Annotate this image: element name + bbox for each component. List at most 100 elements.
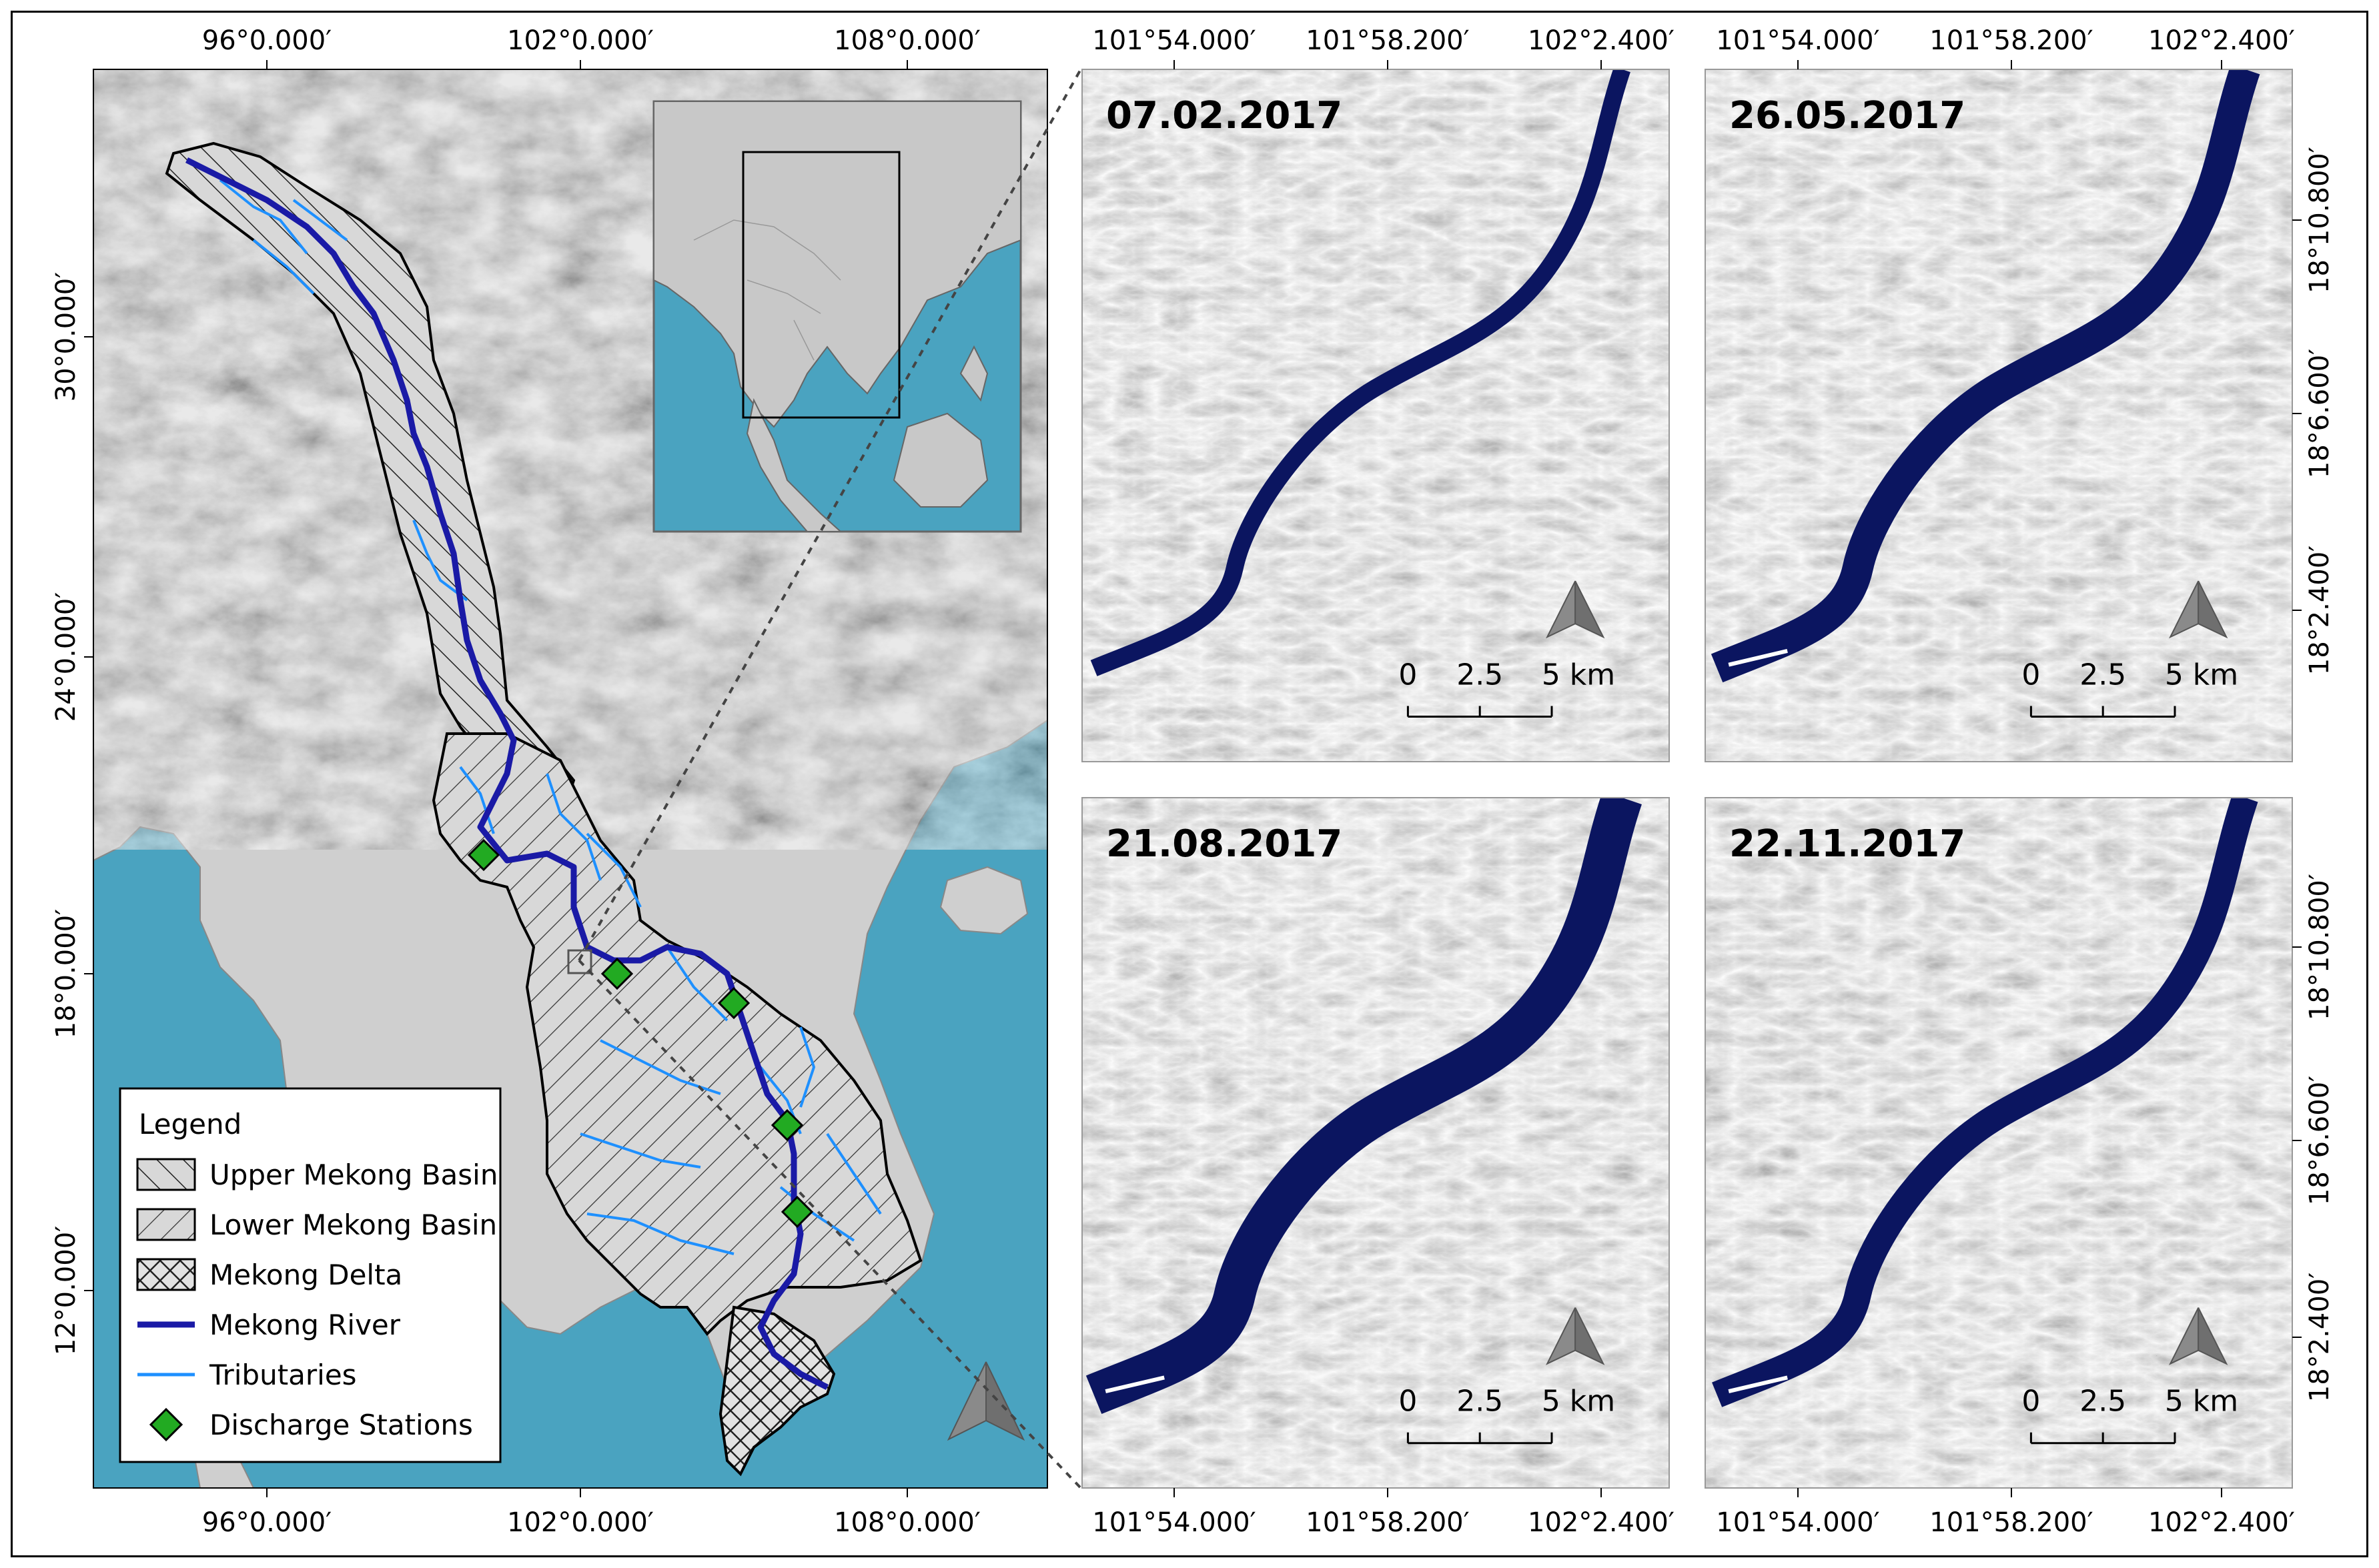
panel-date-title: 07.02.2017 [1106,94,1342,137]
panel-top-label: 102°2.400′ [2148,25,2295,56]
panel-right-label: 18°2.400′ [2304,1273,2335,1403]
scale-bar: 0 2.5 5 km [2021,658,2238,718]
main-map-bottom-label: 102°0.000′ [507,1507,654,1538]
legend-item: Mekong Delta [136,1258,402,1291]
panel-bottom-label: 101°54.000′ [1716,1507,1879,1538]
scale-bar-label: 5 km [1542,1385,1615,1419]
scale-bar-label: 0 [1398,658,1417,692]
panel-top-label: 102°2.400′ [1528,25,1675,56]
main-map-left-label: 18°0.000′ [51,909,81,1039]
river-panel: 0 2.5 5 km 21.08.2017 [1081,797,1670,1489]
main-map-top-label: 102°0.000′ [507,25,654,56]
river-channel [1090,69,1630,676]
connector-line-bottom [578,959,1082,1489]
panel-top-label: 101°54.000′ [1716,25,1879,56]
scale-bar-label: 2.5 [2079,1385,2126,1419]
legend-swatch [136,1258,196,1291]
panel-bottom-label: 101°58.200′ [1306,1507,1469,1538]
scale-bar-label: 0 [2021,1385,2040,1419]
tributaries [219,179,882,1255]
panel-bottom-label: 101°54.000′ [1092,1507,1256,1538]
scale-bar: 0 2.5 5 km [1398,658,1615,718]
river-channel [1712,798,2258,1407]
station-marker [600,957,634,990]
legend-item-label: Mekong River [209,1309,401,1341]
legend-item-label: Mekong Delta [209,1259,402,1291]
panel-bottom-label: 102°2.400′ [2148,1507,2295,1538]
mekong-river [185,157,829,1391]
panel-bottom-label: 102°2.400′ [1528,1507,1675,1538]
north-arrow-icon [947,1361,1025,1441]
scale-bar-label: 0 [2021,658,2040,692]
legend-item: Tributaries [137,1359,357,1391]
sandbar [1728,1375,1788,1394]
inset-overview-map [652,100,1022,533]
panel-right-label: 18°10.800′ [2304,874,2335,1020]
legend-title: Legend [139,1108,242,1140]
inset-extent-box [742,151,901,419]
land-hainan [939,866,1029,935]
scale-bar-label: 2.5 [1456,658,1503,692]
panel-top-label: 101°58.200′ [1306,25,1469,56]
legend-item: Mekong River [137,1309,401,1341]
main-map-top-label: 96°0.000′ [202,25,332,56]
legend-swatch [136,1158,196,1191]
main-map-left-label: 12°0.000′ [51,1226,81,1356]
station-marker [717,986,751,1020]
panel-top-label: 101°58.200′ [1929,25,2093,56]
station-marker [467,838,500,872]
legend-item: Discharge Stations [149,1407,473,1442]
panel-top-label: 101°54.000′ [1092,25,1256,56]
scale-bar: 0 2.5 5 km [1398,1385,1615,1445]
river-channel [1711,69,2260,683]
legend-swatch [136,1208,196,1241]
scale-bar-label: 0 [1398,1385,1417,1419]
main-map-bottom-label: 96°0.000′ [202,1507,332,1538]
panel-date-title: 22.11.2017 [1729,822,1965,866]
main-map-left-label: 24°0.000′ [51,592,81,722]
sandbar [1728,649,1788,667]
scale-bar-label: 2.5 [1456,1385,1503,1419]
legend-item: Lower Mekong Basin [136,1208,497,1241]
legend-item-label: Upper Mekong Basin [209,1158,498,1191]
panel-extent-box [567,949,592,974]
station-marker [781,1195,814,1229]
main-map-left-label: 30°0.000′ [51,272,81,402]
scale-bar: 0 2.5 5 km [2021,1385,2238,1445]
river-panel: 0 2.5 5 km 07.02.2017 [1081,69,1670,762]
north-arrow-icon [2169,580,2228,639]
station-marker [771,1108,804,1142]
river-channel [1085,798,1642,1414]
river-panel: 0 2.5 5 km 22.11.2017 [1705,797,2293,1489]
north-arrow-icon [2169,1307,2228,1365]
panel-date-title: 21.08.2017 [1106,822,1342,866]
legend-item: Upper Mekong Basin [136,1158,498,1191]
panel-right-label: 18°2.400′ [2304,546,2335,676]
legend: Legend Upper Mekong Basin Lower Mekong Ba… [119,1087,502,1463]
panel-right-label: 18°6.600′ [2304,349,2335,479]
scale-bar-label: 2.5 [2079,658,2126,692]
main-map: Legend Upper Mekong Basin Lower Mekong Ba… [51,25,1048,1538]
panel-bottom-label: 101°58.200′ [1929,1507,2093,1538]
scale-bar-label: 5 km [1542,658,1615,692]
north-arrow-icon [1546,580,1605,639]
main-map-top-label: 108°0.000′ [834,25,981,56]
panel-right-label: 18°10.800′ [2304,147,2335,293]
main-map-bottom-label: 108°0.000′ [834,1507,981,1538]
scale-bar-label: 5 km [2165,1385,2238,1419]
panel-date-title: 26.05.2017 [1729,94,1965,137]
hillshade-texture [1082,69,1669,762]
legend-swatch [149,1407,183,1442]
figure-frame [11,11,2368,1557]
connector-line-top [578,69,1082,961]
mekong-delta [719,1305,836,1477]
scale-bar-label: 5 km [2165,658,2238,692]
legend-item-label: Lower Mekong Basin [209,1209,497,1241]
sandbar [1105,1375,1165,1394]
legend-item-label: Discharge Stations [209,1409,473,1441]
river-panel: 0 2.5 5 km 26.05.2017 [1705,69,2293,762]
north-arrow-icon [1546,1307,1605,1365]
panel-right-label: 18°6.600′ [2304,1076,2335,1206]
discharge-stations [467,838,814,1229]
